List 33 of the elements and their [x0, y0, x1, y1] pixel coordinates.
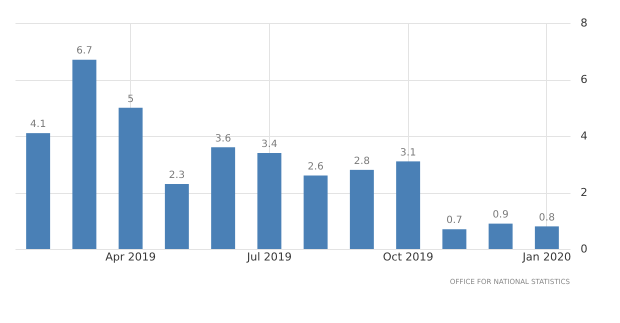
bar: [164, 184, 189, 249]
data-label: 4.1: [30, 119, 46, 130]
x-tick-label: Jul 2019: [246, 250, 292, 264]
bar: [26, 133, 50, 249]
bar: [350, 170, 374, 249]
x-tick-label: Apr 2019: [105, 250, 156, 264]
data-label: 5: [127, 94, 134, 105]
data-label: 2.6: [308, 162, 324, 173]
y-tick-label: 4: [580, 130, 588, 142]
bar: [118, 108, 143, 249]
bar: [72, 60, 96, 249]
data-label: 0.8: [538, 212, 555, 224]
bar: [442, 229, 466, 249]
data-label: 2.8: [354, 156, 370, 167]
data-label: 3.1: [400, 147, 416, 158]
data-label: 6.7: [76, 46, 92, 57]
data-label: 3.4: [261, 138, 278, 150]
bar: [304, 176, 328, 249]
bar: [488, 224, 513, 249]
data-label: 0.9: [492, 210, 509, 221]
data-label: 3.6: [215, 133, 232, 144]
y-tick-label: 8: [580, 16, 588, 30]
data-label: 0.7: [446, 215, 462, 226]
bar: [257, 152, 282, 249]
y-tick-label: 2: [580, 186, 588, 199]
bar: [396, 161, 420, 249]
y-tick-label: 6: [580, 73, 588, 86]
x-tick-label: Oct 2019: [382, 250, 434, 264]
data-label: 2.3: [168, 170, 185, 182]
x-tick-label: Jan 2020: [522, 250, 572, 264]
bar: [211, 147, 236, 249]
bar: [534, 226, 559, 249]
y-tick-label: 0: [580, 242, 588, 256]
